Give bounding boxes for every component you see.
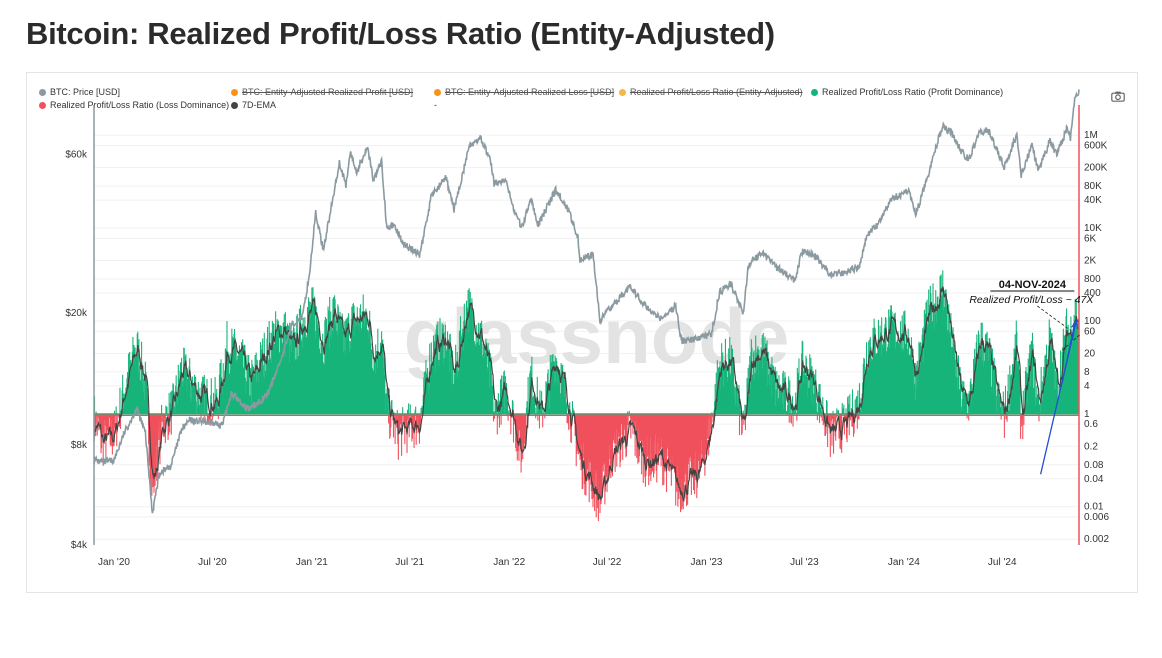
right-tick-label: 1M xyxy=(1084,130,1098,141)
legend-swatch xyxy=(434,88,441,96)
x-tick-label: Jan '21 xyxy=(296,557,328,568)
legend-label: BTC: Entity-Adjusted Realized Loss [USD] xyxy=(445,87,615,97)
legend-swatch xyxy=(231,88,238,96)
right-tick-label: 0.04 xyxy=(1084,474,1104,485)
right-tick-label: 0.01 xyxy=(1084,502,1104,513)
right-tick-label: 6K xyxy=(1084,233,1097,244)
x-tick-label: Jul '20 xyxy=(198,557,227,568)
legend-item[interactable]: Realized Profit/Loss Ratio (Loss Dominan… xyxy=(39,100,229,110)
right-tick-label: 0.6 xyxy=(1084,419,1098,430)
right-tick-label: 80K xyxy=(1084,181,1102,192)
legend-label: Realized Profit/Loss Ratio (Entity-Adjus… xyxy=(630,87,803,97)
right-tick-label: 2K xyxy=(1084,256,1097,267)
legend-item[interactable]: 7D-EMA xyxy=(231,100,276,110)
x-tick-label: Jan '22 xyxy=(493,557,525,568)
legend-item[interactable]: BTC: Entity-Adjusted Realized Profit [US… xyxy=(231,87,413,97)
left-tick-label: $20k xyxy=(65,308,88,319)
annotation-text: Realized Profit/Loss ~ 47X xyxy=(969,294,1094,306)
legend-label: Realized Profit/Loss Ratio (Loss Dominan… xyxy=(50,100,230,110)
legend-label: 7D-EMA xyxy=(242,100,277,110)
legend-swatch xyxy=(231,101,238,109)
legend-swatch xyxy=(39,88,46,96)
right-tick-label: 0.2 xyxy=(1084,441,1098,452)
price-line xyxy=(93,89,1080,514)
x-tick-label: Jan '24 xyxy=(888,557,920,568)
ema-line xyxy=(93,286,1080,502)
trend-line-secondary xyxy=(1061,324,1075,384)
right-tick-label: 200K xyxy=(1084,163,1108,174)
legend-swatch xyxy=(811,88,818,96)
right-tick-label: 100 xyxy=(1084,316,1101,327)
legend-label: BTC: Price [USD] xyxy=(50,87,121,97)
x-tick-label: Jan '23 xyxy=(691,557,723,568)
legend-swatch xyxy=(39,101,46,109)
right-tick-label: 0.002 xyxy=(1084,534,1109,545)
chart-area: glassnode$60k$20k$8k$4k1M600K200K80K40K1… xyxy=(65,89,1109,568)
legend-item[interactable]: Realized Profit/Loss Ratio (Entity-Adjus… xyxy=(619,87,803,97)
right-tick-label: 600K xyxy=(1084,140,1108,151)
ratio-bars xyxy=(93,270,1080,522)
trend-arrowhead xyxy=(1071,319,1079,329)
right-tick-label: 4 xyxy=(1084,381,1090,392)
right-tick-label: 1 xyxy=(1084,409,1090,420)
right-tick-label: 40K xyxy=(1084,195,1102,206)
x-tick-label: Jul '22 xyxy=(593,557,622,568)
legend-item[interactable]: BTC: Price [USD] xyxy=(39,87,120,97)
left-tick-label: $8k xyxy=(71,440,88,451)
x-tick-label: Jul '24 xyxy=(988,557,1017,568)
right-tick-label: 20 xyxy=(1084,348,1096,359)
legend-swatch xyxy=(619,88,626,96)
left-tick-label: $60k xyxy=(65,149,88,160)
legend-label: Realized Profit/Loss Ratio (Profit Domin… xyxy=(822,87,1004,97)
chart-card: BTC: Price [USD] BTC: Entity-Adjusted Rea… xyxy=(26,72,1138,593)
annotation-date: 04-NOV-2024 xyxy=(999,279,1067,291)
legend-item[interactable]: Realized Profit/Loss Ratio (Profit Domin… xyxy=(811,87,1003,97)
camera-icon[interactable] xyxy=(1111,91,1125,102)
right-tick-label: 0.08 xyxy=(1084,460,1104,471)
annotation-leader xyxy=(1037,305,1071,331)
legend-item[interactable]: BTC: Entity-Adjusted Realized Loss [USD] xyxy=(434,87,614,97)
right-tick-label: 800 xyxy=(1084,274,1101,285)
right-tick-label: 10K xyxy=(1084,223,1102,234)
page-title: Bitcoin: Realized Profit/Loss Ratio (Ent… xyxy=(26,16,775,51)
right-tick-label: 60 xyxy=(1084,326,1096,337)
legend-label: - xyxy=(434,100,437,110)
legend-item[interactable]: - xyxy=(434,100,437,110)
left-tick-label: $4k xyxy=(71,540,88,551)
right-tick-label: 400 xyxy=(1084,288,1101,299)
x-tick-label: Jul '21 xyxy=(395,557,424,568)
x-tick-label: Jul '23 xyxy=(790,557,819,568)
right-tick-label: 8 xyxy=(1084,367,1090,378)
right-tick-label: 0.006 xyxy=(1084,512,1109,523)
x-tick-label: Jan '20 xyxy=(98,557,130,568)
legend-label: BTC: Entity-Adjusted Realized Profit [US… xyxy=(242,87,414,97)
